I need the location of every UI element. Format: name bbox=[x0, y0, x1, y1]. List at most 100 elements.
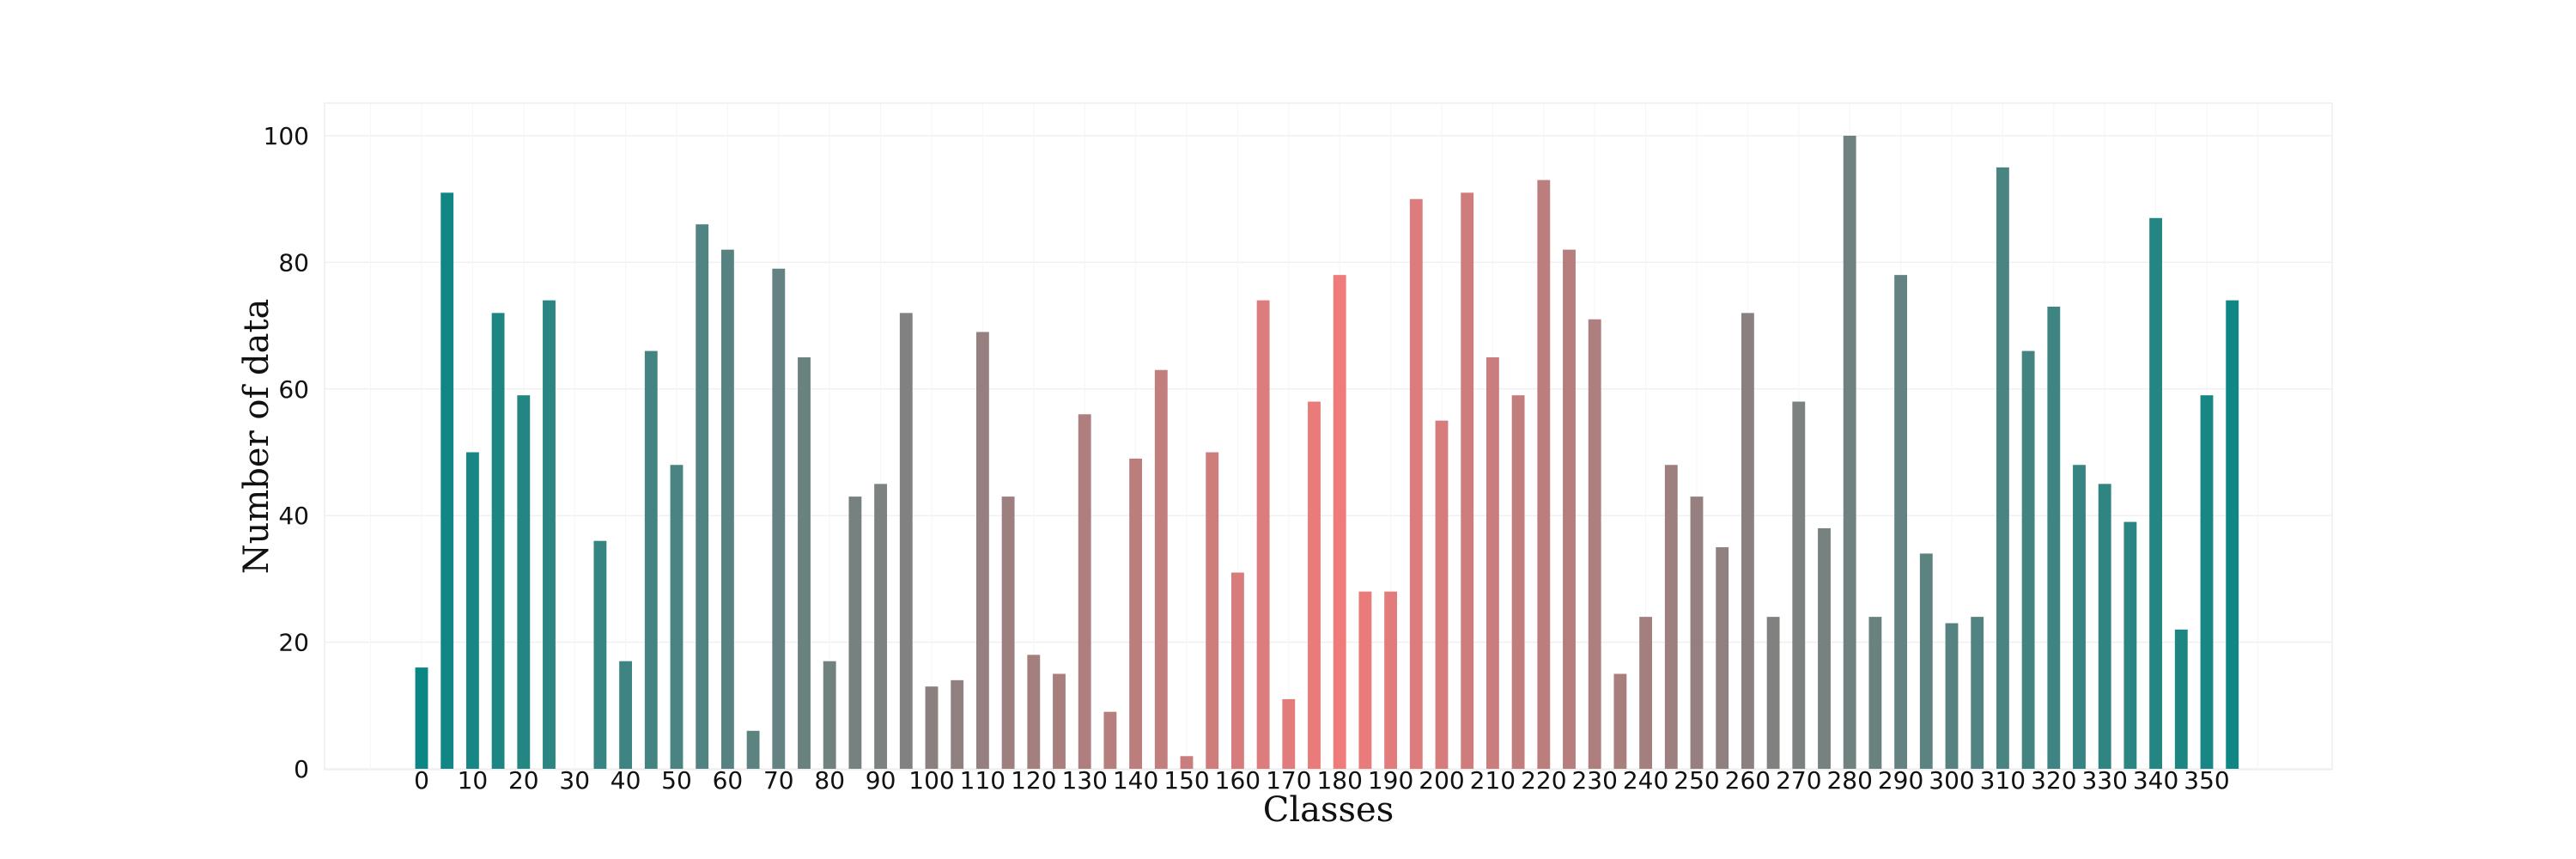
bar bbox=[1129, 458, 1143, 769]
bar bbox=[1945, 623, 1959, 769]
x-tick-label: 0 bbox=[414, 766, 429, 795]
bar bbox=[644, 350, 658, 769]
y-tick-labels: 0 20 40 60 80 100 bbox=[264, 122, 309, 783]
bar bbox=[1308, 401, 1321, 769]
bar bbox=[1868, 617, 1882, 769]
bar bbox=[1206, 452, 1219, 769]
bar bbox=[1103, 711, 1117, 769]
x-tick-label: 230 bbox=[1571, 766, 1617, 795]
bar bbox=[874, 484, 888, 769]
y-tick-label: 100 bbox=[264, 122, 309, 150]
bar bbox=[543, 300, 556, 769]
bar bbox=[1716, 547, 1729, 769]
x-tick-label: 180 bbox=[1316, 766, 1362, 795]
bar bbox=[2047, 306, 2061, 769]
y-tick-label: 80 bbox=[278, 248, 309, 277]
x-tick-label: 120 bbox=[1011, 766, 1056, 795]
bar bbox=[746, 730, 760, 769]
x-tick-label: 280 bbox=[1826, 766, 1872, 795]
bar bbox=[1919, 553, 1933, 769]
bar bbox=[1384, 591, 1398, 769]
bar bbox=[440, 192, 454, 769]
bar bbox=[619, 661, 633, 769]
x-tick-label: 30 bbox=[559, 766, 590, 795]
bar bbox=[2123, 521, 2137, 769]
bars bbox=[415, 136, 2239, 770]
bar bbox=[1001, 497, 1015, 769]
x-axis-title: Classes bbox=[1263, 790, 1394, 830]
y-tick-label: 60 bbox=[278, 375, 309, 404]
bar bbox=[1282, 698, 1296, 769]
x-tick-label: 330 bbox=[2081, 766, 2127, 795]
bar bbox=[465, 452, 479, 769]
x-tick-label: 70 bbox=[763, 766, 794, 795]
x-tick-labels: 0 10 20 30 40 50 60 70 80 90 100 110 120 130 140 150 160… bbox=[414, 766, 2230, 795]
x-tick-label: 150 bbox=[1163, 766, 1209, 795]
x-tick-label: 170 bbox=[1266, 766, 1311, 795]
x-tick-label: 190 bbox=[1368, 766, 1413, 795]
x-tick-label: 90 bbox=[866, 766, 896, 795]
bar bbox=[1333, 275, 1346, 769]
y-tick-label: 40 bbox=[278, 502, 309, 530]
x-tick-label: 100 bbox=[908, 766, 954, 795]
x-tick-label: 50 bbox=[661, 766, 692, 795]
y-axis-title: Number of data bbox=[237, 299, 276, 575]
bar bbox=[2149, 217, 2163, 769]
x-tick-label: 160 bbox=[1215, 766, 1261, 795]
bar bbox=[670, 465, 683, 769]
bar bbox=[1461, 192, 1474, 769]
bar bbox=[2200, 395, 2214, 769]
x-tick-label: 290 bbox=[1878, 766, 1923, 795]
x-tick-label: 240 bbox=[1623, 766, 1668, 795]
bar bbox=[2226, 300, 2239, 769]
x-tick-label: 40 bbox=[611, 766, 641, 795]
bar bbox=[1409, 198, 1423, 769]
x-tick-label: 80 bbox=[814, 766, 845, 795]
bar bbox=[951, 679, 964, 769]
bar bbox=[823, 661, 836, 769]
bar bbox=[1027, 655, 1041, 769]
bar bbox=[1894, 275, 1908, 769]
bar bbox=[2098, 484, 2111, 769]
bar bbox=[491, 313, 505, 769]
bar bbox=[1537, 180, 1551, 770]
bar bbox=[1358, 591, 1372, 769]
bar bbox=[1639, 617, 1653, 769]
bar bbox=[1613, 673, 1627, 769]
x-tick-label: 130 bbox=[1061, 766, 1107, 795]
bar bbox=[1511, 395, 1525, 769]
bar bbox=[1843, 136, 1856, 769]
bar bbox=[1588, 319, 1601, 770]
x-tick-label: 200 bbox=[1419, 766, 1464, 795]
x-tick-label: 140 bbox=[1113, 766, 1158, 795]
bar bbox=[1792, 401, 1806, 769]
x-tick-label: 20 bbox=[508, 766, 539, 795]
x-tick-label: 320 bbox=[2031, 766, 2076, 795]
x-tick-label: 260 bbox=[1725, 766, 1771, 795]
bar bbox=[1435, 420, 1449, 769]
bar bbox=[1664, 465, 1678, 769]
bar bbox=[1053, 673, 1066, 769]
bar bbox=[1741, 313, 1754, 769]
x-tick-label: 250 bbox=[1674, 766, 1719, 795]
bar bbox=[696, 224, 709, 769]
bar bbox=[517, 395, 531, 769]
bar bbox=[1180, 756, 1194, 769]
bar bbox=[1230, 572, 1244, 769]
bar bbox=[2174, 629, 2188, 769]
bar bbox=[1154, 369, 1168, 769]
bar bbox=[1485, 356, 1499, 769]
bar bbox=[772, 268, 786, 769]
bar bbox=[975, 332, 989, 769]
x-tick-label: 60 bbox=[713, 766, 744, 795]
x-tick-label: 350 bbox=[2184, 766, 2229, 795]
y-tick-label: 0 bbox=[294, 755, 309, 783]
bar bbox=[899, 313, 913, 769]
x-tick-label: 10 bbox=[458, 766, 489, 795]
bar bbox=[1766, 617, 1780, 769]
x-tick-label: 110 bbox=[960, 766, 1005, 795]
bar bbox=[415, 667, 428, 769]
bar bbox=[848, 497, 862, 769]
y-tick-label: 20 bbox=[278, 629, 309, 657]
